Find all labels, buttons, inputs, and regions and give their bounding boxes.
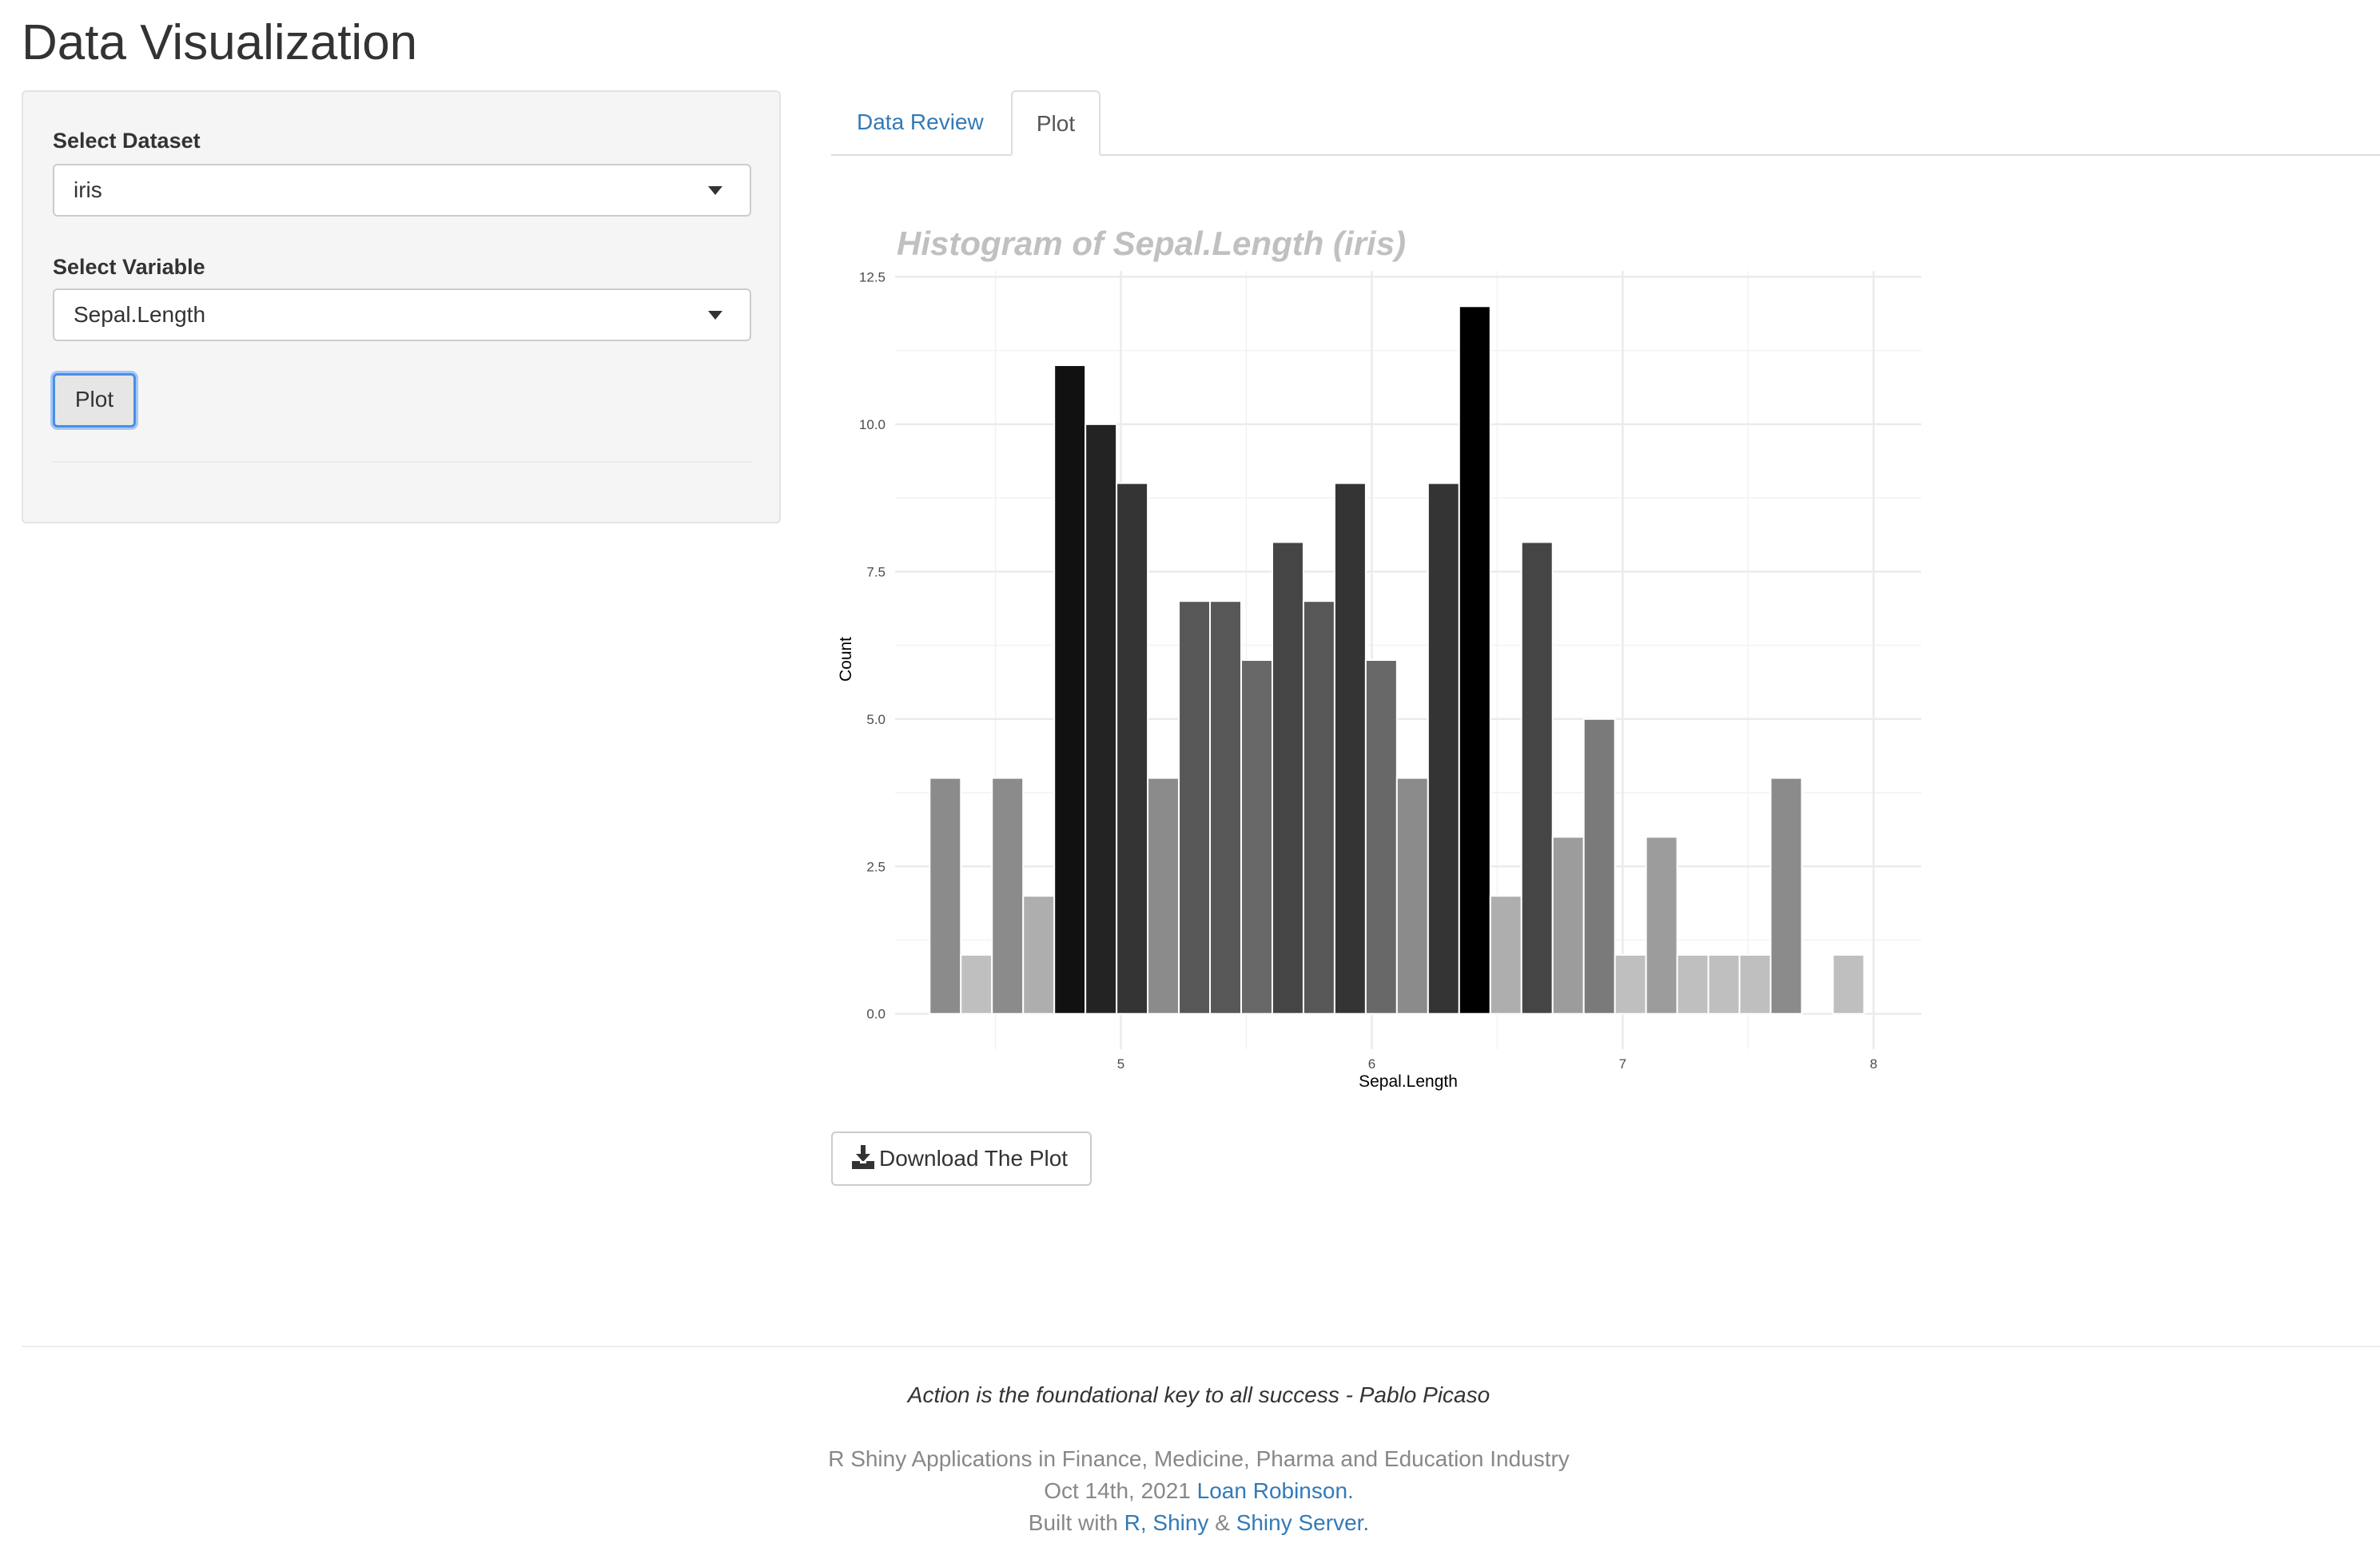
histogram-bar [1271, 541, 1304, 1015]
histogram-bar [1551, 836, 1585, 1015]
histogram-bar [1738, 953, 1772, 1015]
histogram-bar [1427, 482, 1460, 1015]
dataset-select[interactable]: iris [53, 164, 751, 217]
histogram-bar [960, 953, 993, 1015]
dataset-select-value: iris [74, 177, 102, 202]
download-label: Download The Plot [879, 1146, 1069, 1171]
footer-quote: Action is the foundational key to all su… [907, 1382, 1490, 1407]
footer-line2: Oct 14th, 2021 Loan Robinson. [0, 1478, 2380, 1504]
histogram-bar [1832, 953, 1865, 1015]
histogram-chart: 0.0 2.5 5.0 7.5 10.0 12.5 5 6 7 8 Histogram of Se… [837, 225, 1921, 1091]
r-shiny-link[interactable]: R, Shiny [1124, 1510, 1209, 1535]
histogram-bar [1676, 953, 1709, 1015]
histogram-bar [1769, 777, 1803, 1015]
y-tick-label: 5.0 [866, 712, 886, 727]
page-title: Data Visualization [22, 15, 418, 70]
histogram-bar [1582, 718, 1616, 1015]
author-link[interactable]: Loan Robinson. [1196, 1478, 1354, 1503]
shiny-server-link[interactable]: Shiny Server. [1236, 1510, 1370, 1535]
dataset-label: Select Dataset [53, 129, 201, 153]
y-axis-label: Count [837, 637, 855, 682]
histogram-bar [1395, 777, 1429, 1015]
y-tick-label: 10.0 [859, 417, 886, 432]
y-tick-label: 2.5 [866, 859, 886, 874]
y-tick-label: 0.0 [866, 1007, 886, 1022]
histogram-bar [1645, 836, 1678, 1015]
histogram-bar [1147, 777, 1180, 1015]
x-tick-label: 5 [1117, 1056, 1124, 1072]
histogram-bar [1085, 423, 1118, 1015]
histogram-bar [1489, 895, 1522, 1015]
variable-select-value: Sepal.Length [74, 302, 206, 327]
histogram-bar [1178, 600, 1212, 1015]
footer-line3: Built with R, Shiny & Shiny Server. [0, 1510, 2380, 1536]
x-tick-label: 8 [1870, 1056, 1877, 1072]
histogram-bar [1022, 895, 1056, 1015]
histogram-bar [1614, 953, 1647, 1015]
x-axis-label: Sepal.Length [1359, 1072, 1458, 1091]
histogram-bar [1458, 305, 1491, 1015]
footer-line1: R Shiny Applications in Finance, Medicin… [828, 1446, 1570, 1471]
x-tick-label: 6 [1368, 1056, 1375, 1072]
histogram-bar [1364, 659, 1398, 1015]
variable-label: Select Variable [53, 255, 205, 279]
tab-plot[interactable]: Plot [1011, 90, 1100, 156]
download-plot-button[interactable]: Download The Plot [831, 1131, 1092, 1186]
histogram-bar [1116, 482, 1149, 1015]
chart-title: Histogram of Sepal.Length (iris) [897, 225, 1406, 262]
sidebar-panel: Select Dataset iris Select Variable Sepa… [22, 90, 781, 523]
histogram-bar [1520, 541, 1554, 1015]
histogram-bar [1240, 659, 1273, 1015]
histogram-bar [1302, 600, 1335, 1015]
tab-divider [831, 154, 2380, 156]
chevron-down-icon [708, 186, 722, 195]
histogram-bar [1209, 600, 1243, 1015]
plot-button[interactable]: Plot [53, 373, 136, 428]
divider [53, 461, 751, 463]
y-tick-label: 7.5 [866, 564, 886, 579]
histogram-bar [1707, 953, 1741, 1015]
built-with-text: Built with [1028, 1510, 1118, 1535]
histogram-bar [1053, 364, 1087, 1015]
histogram-bar [991, 777, 1025, 1015]
ampersand: & [1215, 1510, 1230, 1535]
footer-date: Oct 14th, 2021 [1044, 1478, 1191, 1503]
footer-divider [22, 1346, 2380, 1347]
variable-select[interactable]: Sepal.Length [53, 288, 751, 341]
chevron-down-icon [708, 311, 722, 320]
tab-data-review[interactable]: Data Review [857, 109, 984, 134]
histogram-bar [1333, 482, 1367, 1015]
x-tick-label: 7 [1619, 1056, 1626, 1072]
y-tick-label: 12.5 [859, 269, 886, 284]
download-icon [852, 1145, 874, 1169]
histogram-bar [929, 777, 962, 1015]
